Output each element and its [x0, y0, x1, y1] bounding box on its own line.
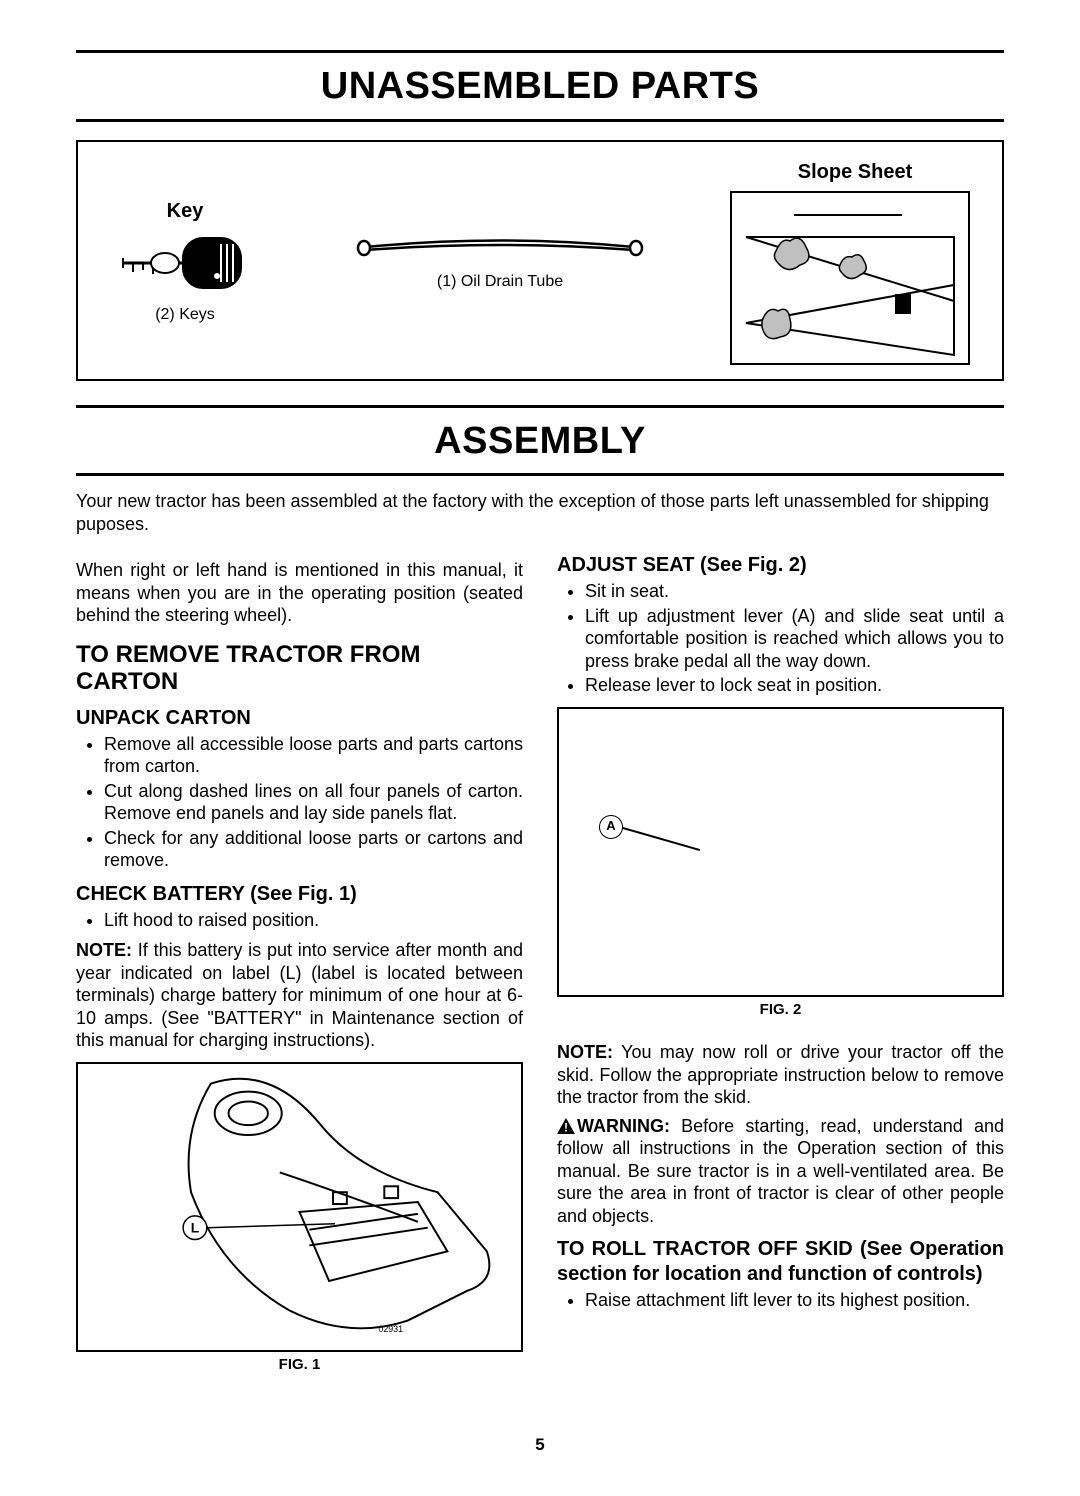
part-key-caption: (2) Keys [100, 305, 270, 325]
section-title-unassembled: UNASSEMBLED PARTS [76, 63, 1004, 111]
parts-box: Key (2) Keys ( [76, 140, 1004, 381]
note-label: NOTE: [76, 940, 132, 960]
part-slope: Slope Sheet [730, 160, 980, 365]
right-column: ADJUST SEAT (See Fig. 2) Sit in seat. Li… [557, 553, 1004, 1320]
unpack-list: Remove all accessible loose parts and pa… [76, 733, 523, 872]
divider [76, 405, 1004, 408]
heading-roll-tractor: TO ROLL TRACTOR OFF SKID (See Operation … [557, 1237, 1004, 1287]
list-item: Lift up adjustment lever (A) and slide s… [585, 605, 1004, 673]
heading-adjust-seat: ADJUST SEAT (See Fig. 2) [557, 553, 1004, 578]
left-column: When right or left hand is mentioned in … [76, 553, 523, 1374]
roll-list: Raise attachment lift lever to its highe… [557, 1289, 1004, 1312]
slope-sheet-diagram [730, 191, 970, 365]
seat-list: Sit in seat. Lift up adjustment lever (A… [557, 580, 1004, 697]
key-icon [115, 230, 255, 296]
page-number: 5 [76, 1434, 1004, 1455]
battery-list: Lift hood to raised position. [76, 909, 523, 932]
section-title-assembly: ASSEMBLY [76, 418, 1004, 466]
note-text: If this battery is put into service afte… [76, 940, 523, 1050]
callout-a-text: A [606, 818, 615, 834]
list-item: Raise attachment lift lever to its highe… [585, 1289, 1004, 1312]
list-item: Cut along dashed lines on all four panel… [104, 780, 523, 825]
heading-check-battery: CHECK BATTERY (See Fig. 1) [76, 882, 523, 907]
figure-2-box: A [557, 707, 1004, 997]
figure-1-box: L 02931 [76, 1062, 523, 1352]
two-column-layout: When right or left hand is mentioned in … [76, 553, 1004, 1374]
list-item: Lift hood to raised position. [104, 909, 523, 932]
part-slope-label: Slope Sheet [730, 160, 980, 185]
warning-label: WARNING: [577, 1116, 670, 1136]
part-tube: (1) Oil Drain Tube [290, 232, 710, 292]
intro-text: Your new tractor has been assembled at t… [76, 490, 1004, 535]
fig1-id: 02931 [378, 1324, 403, 1334]
figure-1-caption: FIG. 1 [76, 1356, 523, 1375]
part-tube-caption: (1) Oil Drain Tube [290, 272, 710, 292]
warning-block: ! WARNING: Before starting, read, unders… [557, 1115, 1004, 1228]
divider [76, 473, 1004, 476]
battery-note: NOTE: If this battery is put into servic… [76, 939, 523, 1052]
warning-icon: ! [557, 1117, 575, 1133]
list-item: Release lever to lock seat in position. [585, 674, 1004, 697]
figure-2-caption: FIG. 2 [557, 1001, 1004, 1020]
divider [76, 119, 1004, 122]
callout-line [623, 827, 700, 850]
list-item: Sit in seat. [585, 580, 1004, 603]
list-item: Remove all accessible loose parts and pa… [104, 733, 523, 778]
callout-a: A [599, 815, 623, 839]
orientation-note: When right or left hand is mentioned in … [76, 559, 523, 627]
part-key: Key (2) Keys [100, 199, 270, 326]
callout-l-text: L [191, 1220, 199, 1235]
skid-note: NOTE: You may now roll or drive your tra… [557, 1041, 1004, 1109]
tube-icon [350, 232, 650, 262]
note-text: You may now roll or drive your tractor o… [557, 1042, 1004, 1107]
heading-remove-tractor: TO REMOVE TRACTOR FROM CARTON [76, 641, 523, 696]
list-item: Check for any additional loose parts or … [104, 827, 523, 872]
heading-unpack: UNPACK CARTON [76, 706, 523, 731]
svg-text:!: ! [564, 1120, 568, 1134]
figure-1-illustration: L 02931 [78, 1064, 521, 1350]
note-label: NOTE: [557, 1042, 613, 1062]
part-key-label: Key [100, 199, 270, 224]
divider [76, 50, 1004, 53]
